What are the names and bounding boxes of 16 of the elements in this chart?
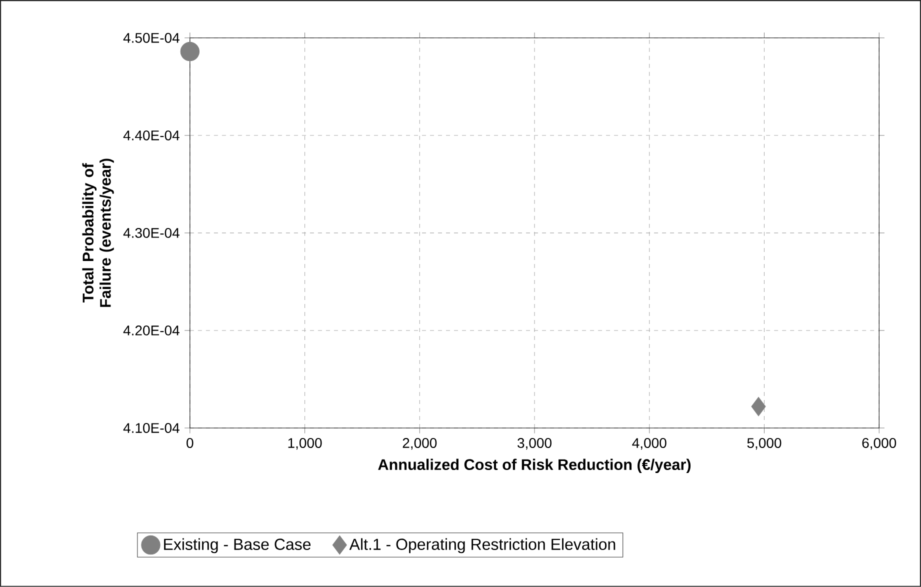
- x-tick-label: 4,000: [632, 438, 666, 450]
- x-tick-label: 2,000: [402, 438, 437, 450]
- y-tick-label: 4.20E-04: [123, 326, 180, 336]
- x-tick-label: 1,000: [288, 438, 322, 450]
- x-tick-label: 6,000: [862, 438, 896, 450]
- legend-label: Existing - Base Case: [164, 538, 311, 554]
- y-tick-label: 4.40E-04: [123, 130, 180, 140]
- y-tick-label: 4.50E-04: [123, 32, 180, 43]
- y-tick-label: 4.30E-04: [123, 228, 180, 238]
- x-axis-title: Annualized Cost of Risk Reduction (€/year): [378, 458, 691, 474]
- x-tick-label: 3,000: [518, 438, 552, 450]
- y-axis-title: Total Probability of Failure (events/year): [82, 158, 114, 307]
- x-tick-label: 5,000: [747, 438, 782, 450]
- legend-label: Alt.1 - Operating Restriction Elevation: [349, 538, 616, 554]
- x-tick-label: 0: [186, 438, 194, 448]
- y-tick-label: 4.10E-04: [123, 423, 180, 434]
